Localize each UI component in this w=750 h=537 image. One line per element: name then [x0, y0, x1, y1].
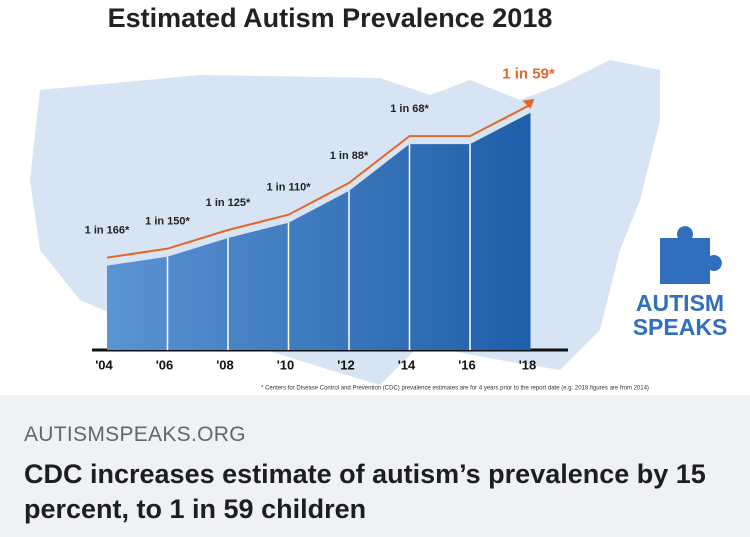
x-tick-label: '14 [398, 357, 416, 372]
chart: Estimated Autism Prevalence 2018 AUTISM … [30, 3, 728, 392]
x-tick-label: '18 [519, 357, 537, 372]
x-tick-label: '08 [216, 357, 234, 372]
arrow-head [522, 98, 535, 109]
logo-text: SPEAKS [633, 314, 728, 340]
x-tick-label: '04 [95, 357, 113, 372]
x-tick-label: '12 [337, 357, 355, 372]
x-tick-label: '16 [458, 357, 476, 372]
link-card[interactable]: AUTISMSPEAKS.ORG CDC increases estimate … [0, 395, 750, 537]
value-label: 1 in 110* [266, 182, 311, 194]
value-label: 1 in 68* [390, 103, 429, 115]
value-label: 1 in 59* [502, 66, 555, 83]
trend-line [106, 103, 531, 259]
x-tick-label: '06 [156, 357, 174, 372]
value-label: 1 in 166* [85, 225, 130, 237]
chart-title: Estimated Autism Prevalence 2018 [108, 3, 553, 33]
link-domain: AUTISMSPEAKS.ORG [24, 423, 246, 446]
value-label: 1 in 125* [206, 197, 251, 209]
logo-text: AUTISM [636, 290, 724, 316]
footnote: * Centers for Disease Control and Preven… [261, 386, 649, 392]
logo: AUTISM SPEAKS [633, 226, 728, 340]
link-headline[interactable]: CDC increases estimate of autism’s preva… [24, 459, 706, 524]
value-label: 1 in 150* [145, 216, 190, 228]
x-tick-label: '10 [277, 357, 295, 372]
value-label: 1 in 88* [330, 150, 369, 162]
area [107, 112, 531, 351]
